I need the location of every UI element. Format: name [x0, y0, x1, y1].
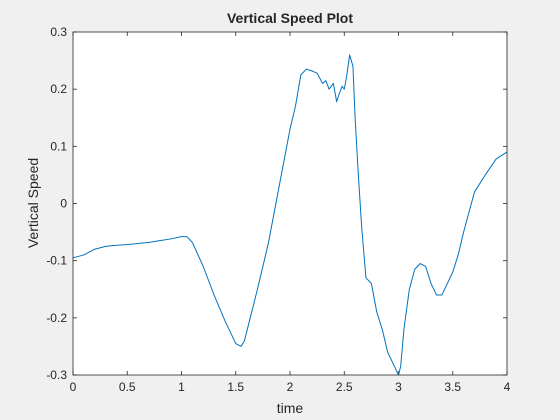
- plot-area: [73, 32, 507, 375]
- x-tick-label: 2: [287, 380, 294, 394]
- vertical-speed-series-line: [72, 54, 508, 376]
- y-tick-label: 0: [60, 197, 67, 211]
- y-tick-label: 0.2: [50, 82, 67, 96]
- y-tick-label: 0.3: [50, 25, 67, 39]
- x-tick-label: 3.5: [444, 380, 461, 394]
- x-tick-label: 3: [395, 380, 402, 394]
- x-tick-label: 2.5: [336, 380, 353, 394]
- x-tick-label: 1.5: [227, 380, 244, 394]
- x-tick-label: 4: [504, 380, 511, 394]
- y-tick-label: 0.1: [50, 139, 67, 153]
- axes-box: [72, 31, 508, 376]
- y-tick-label: -0.2: [46, 311, 67, 325]
- x-axis-label: time: [277, 400, 304, 416]
- x-tick-label: 1: [178, 380, 185, 394]
- x-tick-label: 0.5: [119, 380, 136, 394]
- chart-title: Vertical Speed Plot: [227, 10, 353, 26]
- y-tick-label: -0.3: [46, 368, 67, 382]
- y-axis-tick-labels: -0.3 -0.2 -0.1 0 0.1 0.2 0.3: [46, 25, 67, 382]
- x-axis-ticks: [72, 32, 508, 375]
- x-axis-tick-labels: 0 0.5 1 1.5 2 2.5 3 3.5 4: [70, 380, 511, 394]
- y-axis-label: Vertical Speed: [25, 158, 41, 248]
- x-tick-label: 0: [70, 380, 77, 394]
- y-tick-label: -0.1: [46, 254, 67, 268]
